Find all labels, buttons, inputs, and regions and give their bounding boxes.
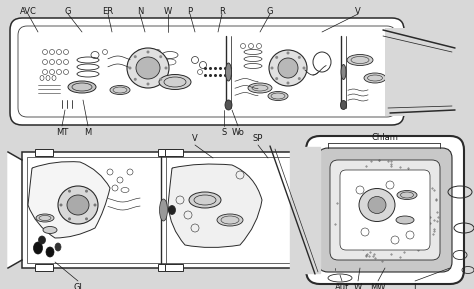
Ellipse shape bbox=[298, 77, 301, 80]
Bar bbox=[35, 264, 53, 271]
Ellipse shape bbox=[67, 195, 89, 215]
Ellipse shape bbox=[302, 66, 306, 69]
Text: Aut: Aut bbox=[335, 283, 349, 289]
Ellipse shape bbox=[217, 214, 243, 226]
Bar bbox=[158, 149, 176, 156]
Ellipse shape bbox=[46, 247, 54, 257]
Ellipse shape bbox=[134, 55, 137, 58]
FancyBboxPatch shape bbox=[318, 148, 452, 272]
Ellipse shape bbox=[34, 242, 43, 254]
Ellipse shape bbox=[146, 51, 149, 53]
Text: MT: MT bbox=[56, 128, 68, 137]
Ellipse shape bbox=[268, 92, 288, 101]
Bar bbox=[35, 149, 53, 156]
Text: V: V bbox=[192, 134, 198, 143]
Bar bbox=[165, 149, 183, 156]
Text: W: W bbox=[164, 8, 172, 16]
FancyBboxPatch shape bbox=[340, 170, 430, 250]
Ellipse shape bbox=[36, 214, 54, 222]
Ellipse shape bbox=[55, 243, 61, 251]
Ellipse shape bbox=[364, 73, 386, 83]
Polygon shape bbox=[385, 28, 450, 116]
Text: AVC: AVC bbox=[19, 8, 36, 16]
Ellipse shape bbox=[226, 63, 231, 81]
Polygon shape bbox=[290, 147, 320, 273]
Ellipse shape bbox=[340, 101, 346, 110]
Ellipse shape bbox=[164, 66, 167, 69]
Ellipse shape bbox=[396, 216, 414, 224]
PathPatch shape bbox=[168, 164, 262, 247]
Ellipse shape bbox=[146, 82, 149, 86]
Ellipse shape bbox=[127, 48, 169, 88]
Text: Gl: Gl bbox=[73, 283, 82, 289]
Ellipse shape bbox=[43, 227, 57, 234]
Ellipse shape bbox=[269, 50, 307, 86]
Text: P: P bbox=[187, 8, 192, 16]
Ellipse shape bbox=[397, 190, 417, 199]
Ellipse shape bbox=[189, 192, 221, 208]
Text: MW: MW bbox=[370, 283, 386, 289]
Ellipse shape bbox=[136, 57, 160, 79]
Ellipse shape bbox=[60, 203, 63, 207]
Ellipse shape bbox=[275, 77, 278, 80]
Text: Wo: Wo bbox=[232, 128, 245, 137]
Ellipse shape bbox=[298, 56, 301, 59]
Bar bbox=[158, 264, 176, 271]
Ellipse shape bbox=[347, 55, 373, 66]
Text: V: V bbox=[355, 8, 361, 16]
Polygon shape bbox=[8, 152, 22, 268]
Ellipse shape bbox=[38, 236, 46, 244]
FancyBboxPatch shape bbox=[330, 160, 440, 260]
Text: W: W bbox=[354, 283, 362, 289]
Ellipse shape bbox=[248, 83, 272, 93]
Ellipse shape bbox=[341, 64, 346, 79]
Text: SP: SP bbox=[253, 134, 263, 143]
Ellipse shape bbox=[85, 190, 88, 193]
Text: L: L bbox=[413, 283, 417, 289]
Ellipse shape bbox=[275, 56, 278, 59]
FancyBboxPatch shape bbox=[10, 18, 404, 125]
Bar bbox=[165, 264, 183, 271]
PathPatch shape bbox=[28, 162, 110, 238]
Ellipse shape bbox=[286, 51, 290, 55]
Bar bbox=[27, 157, 297, 263]
Text: N: N bbox=[137, 8, 143, 16]
Text: M: M bbox=[84, 128, 91, 137]
Bar bbox=[22, 152, 302, 268]
Ellipse shape bbox=[159, 55, 162, 58]
Ellipse shape bbox=[271, 66, 273, 69]
Text: R: R bbox=[219, 8, 225, 16]
Text: G: G bbox=[65, 8, 71, 16]
Ellipse shape bbox=[159, 199, 167, 221]
Ellipse shape bbox=[58, 186, 98, 224]
FancyBboxPatch shape bbox=[306, 136, 464, 284]
Ellipse shape bbox=[359, 188, 395, 221]
Ellipse shape bbox=[159, 75, 191, 90]
Ellipse shape bbox=[134, 78, 137, 81]
Ellipse shape bbox=[68, 217, 71, 220]
Ellipse shape bbox=[93, 203, 97, 207]
Text: S: S bbox=[221, 128, 227, 137]
Text: G: G bbox=[267, 8, 273, 16]
Ellipse shape bbox=[110, 86, 130, 95]
Ellipse shape bbox=[278, 58, 298, 78]
Ellipse shape bbox=[128, 66, 131, 69]
Ellipse shape bbox=[68, 81, 96, 93]
Ellipse shape bbox=[168, 205, 175, 214]
Text: ER: ER bbox=[102, 8, 114, 16]
Ellipse shape bbox=[225, 100, 232, 110]
Ellipse shape bbox=[85, 217, 88, 220]
Ellipse shape bbox=[286, 81, 290, 84]
Ellipse shape bbox=[159, 78, 162, 81]
Ellipse shape bbox=[68, 190, 71, 193]
Text: Chlam: Chlam bbox=[372, 132, 399, 142]
Ellipse shape bbox=[368, 197, 386, 214]
